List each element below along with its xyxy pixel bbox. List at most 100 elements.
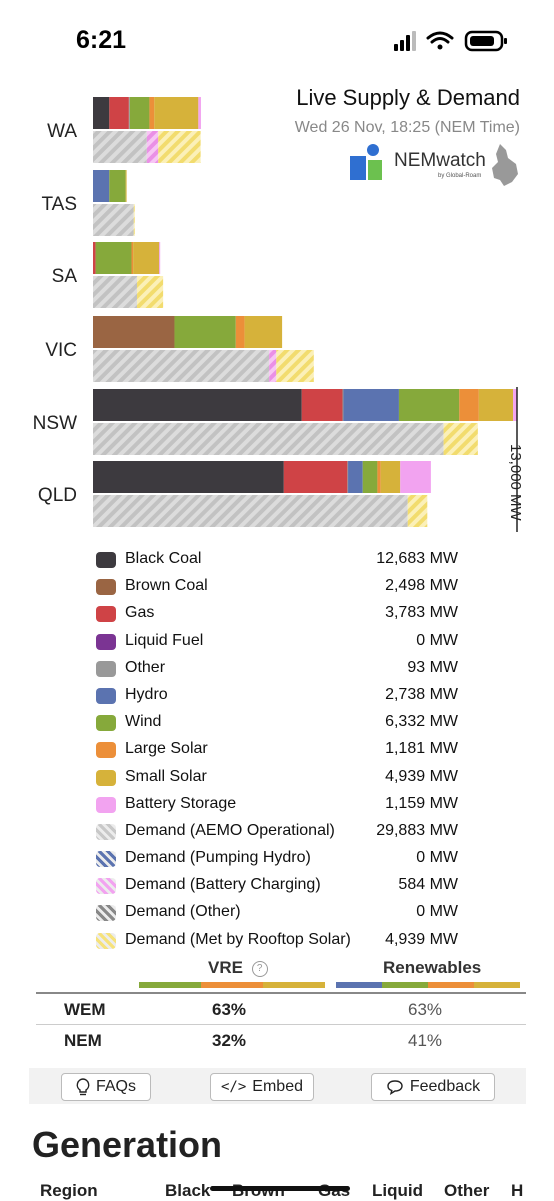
faqs-button[interactable]: FAQs (61, 1073, 151, 1101)
code-icon: </> (221, 1079, 247, 1095)
chart-timestamp: Wed 26 Nov, 18:25 (NEM Time) (294, 119, 520, 136)
legend-value: 1,181 MW (385, 740, 458, 758)
australia-map-icon (492, 144, 518, 186)
legend-value: 2,498 MW (385, 577, 458, 595)
legend-swatch (96, 823, 116, 840)
renewables-bar-large-solar (428, 982, 474, 988)
legend-value: 4,939 MW (385, 767, 458, 785)
legend-label: Demand (Battery Charging) (125, 876, 321, 894)
renewables-value: 63% (408, 1000, 443, 1019)
feedback-button[interactable]: Feedback (371, 1073, 495, 1101)
renewables-bar-hydro (336, 982, 382, 988)
legend-item: Wind 6,332 MW (96, 711, 458, 738)
region-label-wa: WA (47, 121, 77, 142)
legend-label: Large Solar (125, 740, 208, 758)
embed-button[interactable]: </> Embed (210, 1073, 314, 1101)
legend-item: Demand (Battery Charging) 584 MW (96, 874, 458, 901)
generation-title: Generation (32, 1124, 223, 1165)
column-header-region: Region (40, 1181, 98, 1200)
legend: Black Coal 12,683 MW Brown Coal 2,498 MW Gas… (96, 548, 458, 956)
renewables-bar-small-solar (474, 982, 520, 988)
region-label-vic: VIC (45, 340, 77, 361)
demand-bar-vic-demand-aemo-operational (93, 350, 270, 382)
legend-swatch (96, 769, 116, 786)
speech-bubble-icon (387, 1080, 403, 1095)
demand-bar-wa-demand-battery-charging (146, 131, 159, 163)
metrics-row-divider (36, 1024, 526, 1025)
legend-item: Other 93 MW (96, 657, 458, 684)
legend-swatch (96, 687, 116, 704)
legend-item: Demand (Other) 0 MW (96, 901, 458, 928)
legend-swatch (96, 579, 116, 596)
supply-bar-wa-battery-storage (198, 97, 201, 129)
legend-swatch (96, 742, 116, 759)
supply-bar-vic-large-solar (235, 316, 245, 348)
supply-bar-wa-wind (129, 97, 150, 129)
supply-bar-tas-hydro (93, 170, 110, 202)
renewables-header: Renewables (383, 958, 482, 977)
legend-item: Battery Storage 1,159 MW (96, 793, 458, 820)
vre-bar-small-solar (263, 982, 325, 988)
legend-swatch (96, 660, 116, 677)
legend-swatch (96, 796, 116, 813)
status-time: 6:21 (76, 26, 127, 54)
supply-bar-qld-gas (283, 461, 348, 493)
battery-icon (464, 30, 507, 52)
help-icon[interactable]: ? (251, 961, 268, 977)
vre-label: VRE (208, 958, 243, 977)
legend-swatch (96, 851, 116, 868)
legend-swatch (96, 606, 116, 623)
renewables-bar-wind (382, 982, 428, 988)
supply-bar-qld-hydro (348, 461, 363, 493)
supply-bar-sa-wind (95, 242, 132, 274)
legend-label: Battery Storage (125, 794, 237, 812)
supply-bar-wa-gas (109, 97, 129, 129)
column-header-brown: Brown (232, 1181, 285, 1201)
supply-bar-nsw-small-solar (478, 389, 514, 421)
legend-item: Gas 3,783 MW (96, 602, 458, 629)
legend-label: Demand (Other) (125, 903, 241, 921)
region-label: WEM (64, 1000, 106, 1019)
legend-value: 0 MW (416, 849, 458, 867)
legend-swatch (96, 633, 116, 650)
supply-bar-qld-large-solar (377, 461, 381, 493)
action-bar: FAQs </> Embed Feedback (29, 1068, 526, 1104)
home-indicator[interactable] (210, 1186, 350, 1191)
supply-bar-wa-black-coal (93, 97, 110, 129)
renewables-value: 41% (408, 1031, 443, 1050)
legend-label: Brown Coal (125, 577, 208, 595)
legend-item: Brown Coal 2,498 MW (96, 575, 458, 602)
column-header-liquid: Liquid (372, 1181, 423, 1200)
vre-bar-large-solar (201, 982, 263, 988)
supply-bar-sa-battery-storage (159, 242, 161, 274)
supply-bar-nsw-gas (301, 389, 343, 421)
legend-value: 29,883 MW (376, 821, 458, 839)
legend-item: Demand (Met by Rooftop Solar) 4,939 MW (96, 929, 458, 956)
status-bar: 6:21 (0, 0, 554, 80)
metrics-divider (36, 992, 526, 994)
supply-bar-vic-small-solar (244, 316, 283, 348)
legend-item: Demand (Pumping Hydro) 0 MW (96, 847, 458, 874)
demand-bar-vic-demand-battery-charging (269, 350, 277, 382)
legend-value: 0 MW (416, 631, 458, 649)
region-label-tas: TAS (41, 194, 77, 215)
supply-bar-nsw-black-coal (93, 389, 302, 421)
wifi-icon (426, 31, 454, 50)
nemwatch-logo[interactable]: NEMwatch by Global-Roam (348, 140, 520, 192)
legend-item: Large Solar 1,181 MW (96, 738, 458, 765)
legend-value: 3,783 MW (385, 604, 458, 622)
supply-bar-vic-brown-coal (93, 316, 175, 348)
demand-bar-wa-demand-met-by-rooftop-solar (158, 131, 201, 163)
legend-label: Liquid Fuel (125, 631, 204, 649)
supply-bar-nsw-wind (398, 389, 460, 421)
region-label-sa: SA (52, 266, 78, 287)
legend-item: Hydro 2,738 MW (96, 684, 458, 711)
legend-label: Other (125, 658, 166, 676)
vre-bar-wind (139, 982, 201, 988)
demand-bar-wa-demand-aemo-operational (93, 131, 147, 163)
embed-label: Embed (252, 1078, 303, 1095)
legend-label: Black Coal (125, 550, 202, 567)
logo-subtext: by Global-Roam (438, 173, 482, 179)
legend-item: Small Solar 4,939 MW (96, 766, 458, 793)
column-header-black: Black (165, 1181, 211, 1200)
